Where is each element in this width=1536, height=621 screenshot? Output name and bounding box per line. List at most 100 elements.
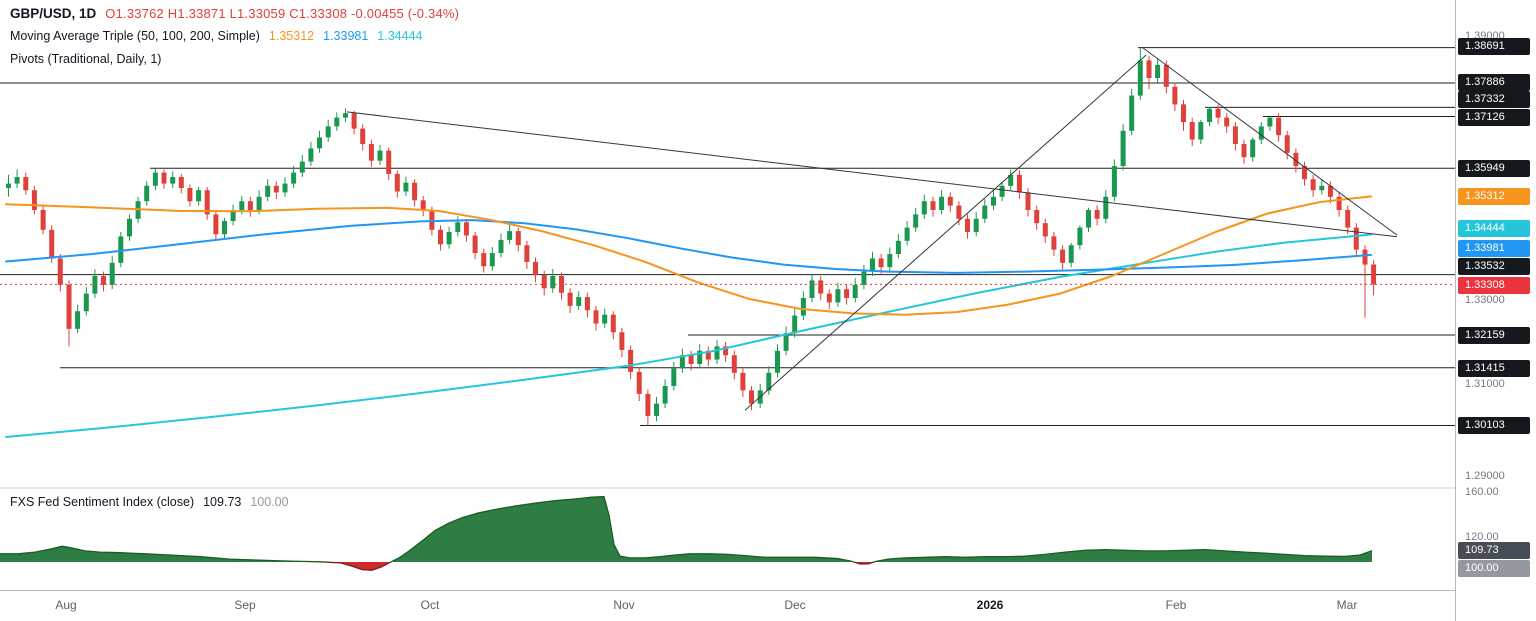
candle-body [1189,122,1195,140]
ohlc-values: O1.33762 H1.33871 L1.33059 C1.33308 -0.0… [105,6,460,21]
candle-body [636,371,642,394]
candle-body [956,205,962,219]
candle-body [308,148,314,162]
candle-body [222,221,227,235]
candle-body [1267,117,1273,127]
time-axis[interactable]: Aug Sep Oct Nov Dec 2026 Feb Mar [0,590,1455,621]
candle-body [1215,108,1221,118]
candle-body [204,190,210,215]
candle-body [1163,64,1169,87]
candle-body [57,258,63,285]
candle-body [593,310,599,324]
sentiment-indicator-title: FXS Fed Sentiment Index (close) [10,495,195,509]
pivots-indicator-title: Pivots (Traditional, Daily, 1) [10,52,162,66]
candle-body [870,258,875,272]
sentiment-indicator-row[interactable]: FXS Fed Sentiment Index (close) 109.73 1… [10,495,289,518]
candle-body [1077,227,1083,246]
candle-body [731,355,737,373]
ma200-line [5,233,1373,438]
candle-body [1198,122,1204,140]
candle-body [619,332,625,350]
candle-body [913,214,919,228]
trendline [1141,46,1398,236]
ma100-value: 1.33981 [323,29,369,43]
candle-body [835,289,841,303]
candle-body [429,210,435,230]
candle-body [256,196,262,210]
candle-body [403,182,409,192]
candle-body [1137,60,1143,96]
candle-body [161,172,167,184]
price-scale-badge: 1.37886 [1458,73,1530,91]
price-scale[interactable]: 1.39000 1.33000 1.31000 1.29000 160.00 120.00… [1455,0,1536,621]
candle-body [1241,144,1247,158]
candle-body [654,403,659,416]
candle-body [723,346,729,356]
candle-body [939,196,945,210]
candle-body [265,185,271,197]
candle-body [1034,210,1040,224]
candle-body [377,150,383,161]
sentiment-line [0,495,1373,562]
symbol-row[interactable]: GBP/USD, 1D O1.33762 H1.33871 L1.33059 C… [10,6,459,29]
candle-body [1232,126,1238,144]
candle-body [645,393,651,416]
candle-body [610,314,616,333]
price-scale-badge: 1.34444 [1458,219,1530,237]
candle-body [144,185,150,202]
price-scale-badge: 1.35949 [1458,159,1530,177]
price-scale-badge: 100.00 [1458,559,1530,577]
candle-body [83,293,89,312]
candle-body [973,218,979,232]
candle-body [982,205,988,219]
candle-body [1371,264,1377,285]
candle-body [412,182,418,201]
candle-body [498,239,504,254]
time-axis-label: Dec [784,598,806,612]
candle-body [196,190,202,202]
price-chart-canvas[interactable] [0,0,1455,590]
trendline [346,111,1398,238]
candle-body [187,188,193,202]
candle-body [92,276,98,294]
candle-body [904,227,910,241]
candle-body [852,284,858,298]
candle-body [861,271,867,285]
time-axis-label: Oct [420,598,440,612]
candle-body [472,235,478,254]
candle-body [282,183,288,193]
candle-body [360,128,366,144]
candle-body [567,292,573,306]
ma-indicator-row[interactable]: Moving Average Triple (50, 100, 200, Sim… [10,29,459,52]
candle-body [394,173,400,192]
symbol-title: GBP/USD, 1D [10,6,97,21]
candle-body [714,346,720,360]
candle-body [446,232,452,245]
candle-body [1250,139,1256,158]
price-scale-tick: 1.31000 [1465,378,1505,390]
ma50-line [5,195,1373,316]
candle-body [895,240,901,254]
time-axis-label: Feb [1165,598,1187,612]
candle-body [515,231,521,246]
candle-body [1181,104,1186,122]
candle-body [31,190,37,210]
candle-body [213,214,219,235]
candle-body [1086,210,1091,228]
price-scale-badge: 1.37332 [1458,90,1530,108]
sentiment-baseline-value: 100.00 [250,495,289,509]
candle-body [999,185,1005,197]
candle-body [705,350,711,360]
candle-body [317,137,322,149]
pivots-indicator-row[interactable]: Pivots (Traditional, Daily, 1) [10,52,459,75]
candle-body [6,183,11,188]
candle-body [1284,135,1290,153]
ma-indicator-title: Moving Average Triple (50, 100, 200, Sim… [10,29,260,43]
candle-body [792,315,798,334]
candle-body [947,196,953,206]
candle-body [1327,185,1333,197]
candle-body [325,126,331,138]
candle-body [239,201,245,210]
ma200-value: 1.34444 [377,29,423,43]
